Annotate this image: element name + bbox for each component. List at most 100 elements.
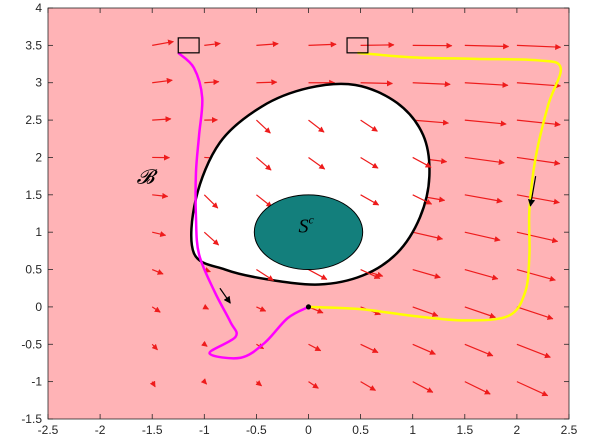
x-tick-label: 0.5 xyxy=(352,423,369,437)
field-arrow xyxy=(464,119,507,127)
field-arrow xyxy=(151,343,158,351)
field-arrow xyxy=(308,343,322,352)
field-arrow xyxy=(151,268,164,275)
field-arrow xyxy=(255,119,271,134)
field-arrow xyxy=(516,82,562,89)
field-arrow xyxy=(151,306,161,313)
field-arrow xyxy=(464,81,509,88)
field-arrow xyxy=(516,156,561,166)
field-arrow xyxy=(516,306,554,320)
field-arrow xyxy=(204,41,221,48)
region-label-sc-main: S xyxy=(299,215,309,237)
field-arrow xyxy=(149,380,156,388)
field-arrow xyxy=(516,231,559,244)
y-tick-label: 3 xyxy=(35,76,42,90)
y-tick-label: 2.5 xyxy=(25,113,42,127)
field-arrow xyxy=(412,306,439,317)
field-arrow xyxy=(152,231,167,238)
field-arrow xyxy=(412,156,432,168)
field-arrow xyxy=(464,343,494,357)
field-arrow xyxy=(308,381,319,389)
field-arrow xyxy=(516,43,562,50)
y-tick-label: 1 xyxy=(35,225,42,239)
equilibrium-point xyxy=(305,304,312,310)
field-arrow xyxy=(256,194,273,208)
x-tick-label: 1 xyxy=(409,423,416,437)
field-arrow xyxy=(516,194,560,205)
trajectory-magenta xyxy=(177,51,310,360)
start-box xyxy=(177,37,200,54)
field-arrow xyxy=(308,41,337,48)
field-arrow xyxy=(464,43,510,50)
field-arrow xyxy=(201,340,208,347)
field-arrow xyxy=(516,119,561,128)
field-arrow xyxy=(412,119,450,126)
field-arrow xyxy=(360,381,377,391)
field-arrow xyxy=(360,156,379,169)
safe-region-boundary xyxy=(190,82,431,286)
x-tick-label: -2.5 xyxy=(38,423,59,437)
y-tick-label: 2 xyxy=(35,150,42,164)
field-arrow xyxy=(412,81,451,88)
field-arrow xyxy=(412,231,444,241)
field-arrow xyxy=(412,268,441,279)
field-arrow xyxy=(308,119,325,133)
field-arrow xyxy=(202,303,210,310)
x-axis-ticks: -2.5 -2 -1.5 -1 -0.5 0 0.5 1 1.5 2 2.5 xyxy=(38,8,578,437)
direction-marker xyxy=(528,176,537,207)
field-arrow xyxy=(360,343,379,354)
field-arrow xyxy=(152,192,169,199)
y-tick-label: 1.5 xyxy=(25,188,42,202)
plot-area xyxy=(47,7,570,420)
field-arrow xyxy=(516,268,556,282)
field-arrow xyxy=(152,77,173,84)
y-tick-label: 3.5 xyxy=(25,38,42,52)
field-arrow xyxy=(516,343,551,359)
field-arrow xyxy=(203,194,219,209)
field-arrow xyxy=(256,79,278,86)
field-arrow xyxy=(152,116,172,123)
region-label-sc-superscript: c xyxy=(309,212,315,226)
field-arrow xyxy=(464,194,503,204)
field-arrow xyxy=(412,194,433,205)
x-tick-label: 0 xyxy=(305,423,312,437)
field-arrow xyxy=(464,306,496,319)
trajectory-yellow xyxy=(308,51,563,322)
field-arrow xyxy=(308,156,326,170)
field-arrow xyxy=(256,41,279,48)
y-tick-label: -0.5 xyxy=(21,337,42,351)
field-arrow xyxy=(360,269,381,279)
field-arrow xyxy=(412,381,434,393)
x-tick-label: -2 xyxy=(95,423,106,437)
x-tick-label: 2.5 xyxy=(561,423,578,437)
y-tick-label: 4 xyxy=(35,1,42,15)
field-arrow xyxy=(464,156,505,166)
x-tick-label: 1.5 xyxy=(456,423,473,437)
field-arrow xyxy=(204,79,220,86)
field-arrow xyxy=(200,378,208,385)
field-arrow xyxy=(152,39,175,46)
field-arrow xyxy=(360,119,378,132)
field-arrow xyxy=(255,380,263,387)
field-arrow xyxy=(256,156,272,171)
field-arrow xyxy=(360,80,393,87)
x-tick-label: 2 xyxy=(514,423,521,437)
field-arrow xyxy=(464,381,491,395)
x-tick-label: -1 xyxy=(199,423,210,437)
field-arrow xyxy=(308,269,328,280)
inner-region-ellipse xyxy=(253,194,364,271)
region-label-sc: Sc xyxy=(299,212,315,237)
x-tick-label: -0.5 xyxy=(246,423,267,437)
field-arrow xyxy=(412,343,436,355)
field-arrow xyxy=(464,268,499,281)
y-tick-label: 0 xyxy=(35,300,42,314)
y-axis-ticks: 4 3.5 3 2.5 2 1.5 1 0.5 0 -0.5 -1 -1.5 xyxy=(21,1,569,426)
field-arrow xyxy=(516,381,549,397)
field-arrow xyxy=(464,231,501,242)
field-arrow xyxy=(360,194,380,206)
field-arrow xyxy=(256,306,267,312)
field-arrow xyxy=(203,231,220,246)
region-label-b: 𝓑 xyxy=(137,167,159,189)
y-tick-label: 0.5 xyxy=(25,263,42,277)
